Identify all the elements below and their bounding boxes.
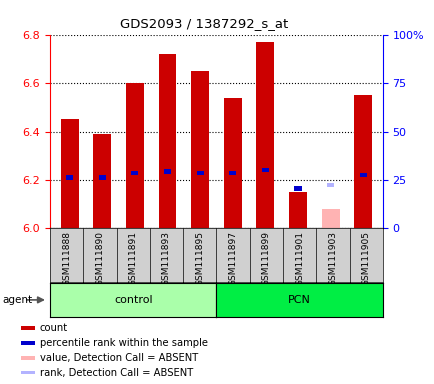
Text: control: control <box>114 295 152 305</box>
Text: value, Detection Call = ABSENT: value, Detection Call = ABSENT <box>40 353 198 363</box>
Text: GSM111890: GSM111890 <box>95 231 104 286</box>
Text: GSM111897: GSM111897 <box>228 231 237 286</box>
Text: GSM111888: GSM111888 <box>62 231 71 286</box>
Text: GSM111899: GSM111899 <box>261 231 270 286</box>
Bar <box>256 42 274 228</box>
Bar <box>353 95 372 228</box>
Bar <box>326 183 333 187</box>
Text: GSM111901: GSM111901 <box>294 231 303 286</box>
Bar <box>60 119 79 228</box>
Bar <box>131 170 138 175</box>
Bar <box>158 54 176 228</box>
Bar <box>93 134 111 228</box>
Bar <box>261 168 268 172</box>
Text: percentile rank within the sample: percentile rank within the sample <box>40 338 207 348</box>
Bar <box>21 371 34 374</box>
Bar <box>191 71 209 228</box>
Text: agent: agent <box>2 295 32 305</box>
Text: rank, Detection Call = ABSENT: rank, Detection Call = ABSENT <box>40 368 193 378</box>
Bar <box>21 326 34 330</box>
Bar <box>359 173 366 177</box>
Bar <box>21 341 34 344</box>
Bar <box>66 175 73 180</box>
Text: GSM111891: GSM111891 <box>128 231 138 286</box>
Text: GSM111905: GSM111905 <box>361 231 370 286</box>
Bar <box>223 98 241 228</box>
Bar <box>21 356 34 359</box>
Bar <box>294 186 301 191</box>
Text: GSM111893: GSM111893 <box>161 231 171 286</box>
Bar <box>196 170 203 175</box>
Text: GDS2093 / 1387292_s_at: GDS2093 / 1387292_s_at <box>120 17 288 30</box>
Bar <box>125 83 144 228</box>
Bar <box>288 192 306 228</box>
Bar <box>229 170 236 175</box>
Text: count: count <box>40 323 68 333</box>
Bar <box>99 175 105 180</box>
Text: GSM111903: GSM111903 <box>328 231 337 286</box>
Text: GSM111895: GSM111895 <box>195 231 204 286</box>
Text: PCN: PCN <box>287 295 310 305</box>
Bar <box>164 169 171 174</box>
Bar <box>321 209 339 228</box>
